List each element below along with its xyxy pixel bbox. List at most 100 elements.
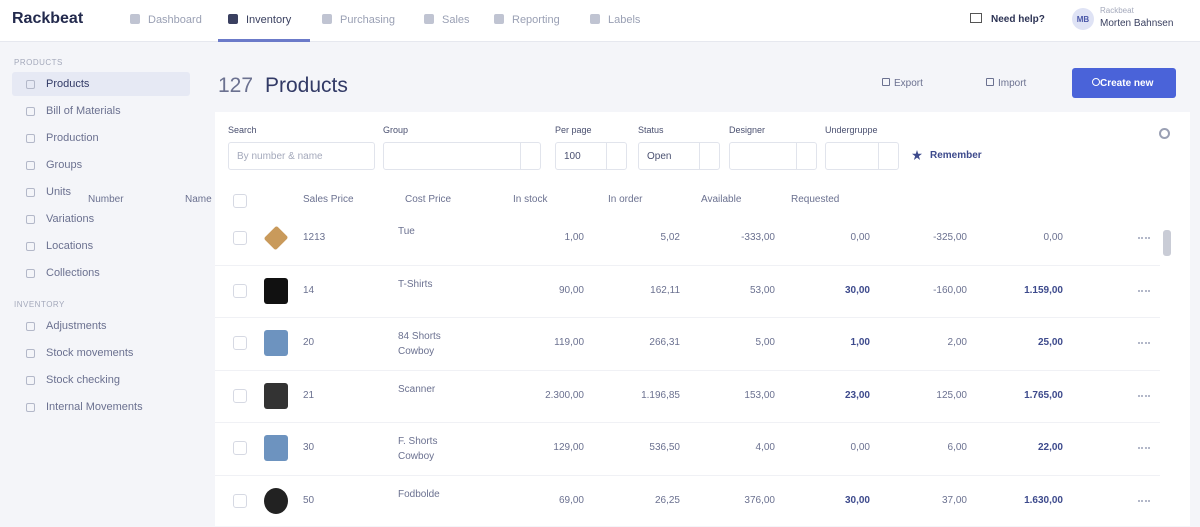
section-title: PRODUCTS: [14, 58, 63, 67]
row-menu[interactable]: [1138, 342, 1150, 344]
settings-icon[interactable]: [1159, 128, 1170, 139]
product-name[interactable]: Fodbolde: [398, 488, 440, 500]
product-name[interactable]: Tue: [398, 226, 415, 237]
row-checkbox[interactable]: [233, 388, 247, 403]
nav-tab[interactable]: Purchasing: [322, 14, 395, 26]
nav-icon: [130, 14, 140, 24]
help-link[interactable]: Need help?: [991, 14, 1045, 25]
filter-input[interactable]: [729, 142, 817, 170]
header-button[interactable]: Import: [970, 68, 1052, 98]
select-all-checkbox[interactable]: [233, 194, 247, 208]
product-number[interactable]: 1213: [303, 232, 326, 243]
product-number[interactable]: 30: [303, 442, 315, 453]
table-row: [215, 369, 1160, 422]
page-title: Products: [265, 74, 348, 97]
filter-label: Designer: [729, 125, 766, 135]
cell-value: 23,00: [844, 389, 870, 401]
product-number[interactable]: 14: [303, 284, 315, 296]
sidebar-item[interactable]: Products: [12, 72, 190, 96]
product-image: [264, 277, 288, 304]
sidebar-item[interactable]: Locations: [12, 234, 190, 258]
product-number[interactable]: 21: [303, 389, 315, 401]
sidebar-icon: [26, 215, 35, 224]
product-number[interactable]: 50: [303, 494, 315, 506]
product-number[interactable]: 20: [303, 337, 315, 348]
nav-icon: [322, 14, 332, 24]
column-header[interactable]: Number: [88, 194, 124, 205]
header-button[interactable]: Create new: [1072, 68, 1176, 98]
column-header[interactable]: Cost Price: [405, 194, 452, 205]
cell-value: 376,00: [744, 494, 775, 506]
row-menu[interactable]: [1138, 237, 1150, 239]
nav-tab[interactable]: Reporting: [494, 14, 560, 26]
cell-value: 37,00: [941, 494, 967, 506]
sidebar-item[interactable]: Bill of Materials: [12, 99, 190, 123]
star-icon: [912, 150, 922, 160]
sidebar-item[interactable]: Stock movements: [12, 341, 190, 365]
nav-tab[interactable]: Sales: [424, 14, 470, 26]
filter-input[interactable]: 100: [555, 142, 627, 170]
product-name[interactable]: T-Shirts: [398, 278, 433, 290]
cell-value: 0,00: [1043, 232, 1063, 243]
filter-input[interactable]: Open: [638, 142, 720, 170]
row-checkbox[interactable]: [233, 441, 247, 455]
sidebar-item[interactable]: Groups: [12, 153, 190, 177]
sidebar-item[interactable]: Internal Movements: [12, 395, 190, 419]
product-name[interactable]: 84 Shorts Cowboy: [398, 331, 441, 357]
nav-tab[interactable]: Inventory: [228, 14, 291, 26]
row-checkbox[interactable]: [233, 336, 247, 350]
filter-input[interactable]: [383, 142, 541, 170]
sidebar-item[interactable]: Collections: [12, 261, 190, 285]
logo[interactable]: Rackbeat: [12, 10, 84, 27]
filter-input[interactable]: By number & name: [228, 142, 375, 170]
row-checkbox[interactable]: [233, 283, 247, 298]
row-checkbox[interactable]: [233, 231, 247, 245]
scrollbar[interactable]: [1163, 230, 1171, 256]
filter-label: Search: [228, 125, 257, 135]
avatar[interactable]: MB: [1072, 8, 1094, 30]
nav-tab[interactable]: Labels: [590, 14, 640, 26]
sidebar-item[interactable]: Variations: [12, 207, 190, 231]
cell-value: 1.196,85: [641, 389, 680, 401]
column-header[interactable]: Sales Price: [303, 194, 354, 205]
active-tab-indicator: [218, 39, 310, 42]
cell-value: 53,00: [749, 284, 775, 296]
cell-value: 30,00: [844, 494, 870, 506]
column-header[interactable]: Available: [701, 194, 742, 205]
product-name[interactable]: Scanner: [398, 383, 436, 395]
column-header[interactable]: Requested: [791, 194, 840, 205]
row-menu[interactable]: [1138, 289, 1150, 292]
header-button[interactable]: Export: [866, 68, 948, 98]
sidebar-item[interactable]: Stock checking: [12, 368, 190, 392]
row-menu[interactable]: [1138, 447, 1150, 449]
row-menu[interactable]: [1138, 499, 1150, 502]
sidebar-item[interactable]: Adjustments: [12, 314, 190, 338]
column-header[interactable]: In stock: [513, 194, 548, 205]
filter-input[interactable]: [825, 142, 899, 170]
dropdown-arrow: [699, 143, 719, 169]
remember-button[interactable]: Remember: [912, 150, 982, 161]
row-menu[interactable]: [1138, 394, 1150, 397]
cell-value: 125,00: [936, 389, 967, 401]
product-image: [264, 435, 288, 461]
column-header[interactable]: Name: [185, 194, 212, 205]
sidebar-icon: [26, 242, 35, 251]
cell-value: 536,50: [649, 442, 680, 453]
sidebar-item[interactable]: Production: [12, 126, 190, 150]
sidebar-item[interactable]: Units: [12, 180, 190, 204]
cell-value: 1.630,00: [1024, 494, 1063, 506]
nav-icon: [228, 14, 238, 24]
filter-label: Per page: [555, 125, 592, 135]
cell-value: 0,00: [850, 442, 870, 453]
cell-value: 26,25: [654, 494, 680, 506]
table-card: Search By number & name Group Per page 100 St…: [215, 112, 1190, 526]
user-name[interactable]: Morten Bahnsen: [1100, 18, 1174, 29]
cell-value: 266,31: [649, 337, 680, 348]
cell-value: 2.300,00: [545, 389, 584, 401]
product-name[interactable]: F. Shorts Cowboy: [398, 436, 438, 462]
nav-tab[interactable]: Dashboard: [130, 14, 202, 26]
nav-icon: [424, 14, 434, 24]
row-checkbox[interactable]: [233, 493, 247, 508]
column-header[interactable]: In order: [608, 194, 643, 205]
top-bar: Rackbeat Need help? MB Rackbeat Morten B…: [0, 0, 1200, 42]
